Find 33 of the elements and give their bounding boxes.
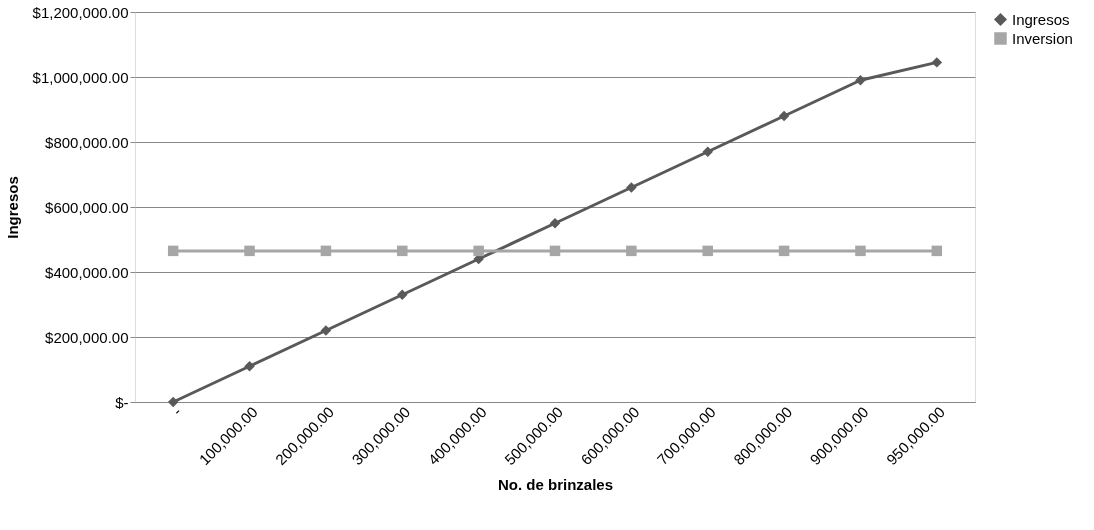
point [244,361,255,372]
point [626,182,637,193]
legend-label: Inversion [1012,29,1073,47]
y-tick-label: $800,000.00 [45,133,129,151]
point [931,57,943,68]
x-axis-title: No. de brinzales [497,476,614,494]
y-tick-label: $200,000.00 [45,328,129,346]
y-tick-label: $1,200,000.00 [32,3,129,21]
legend-label: Ingresos [1012,10,1070,28]
point [931,245,943,257]
point [855,245,866,257]
point [626,245,637,257]
point [473,245,484,257]
x-tick-label: - [168,403,185,419]
point [549,245,561,257]
point [320,245,332,257]
y-tick-label: $- [115,393,129,411]
point [167,245,179,257]
y-tick-label: $600,000.00 [45,198,129,216]
point [778,110,790,122]
y-axis-title: Ingresos [3,176,21,239]
point [397,245,408,257]
point [167,396,179,408]
point [549,218,561,229]
y-tick-label: $1,000,000.00 [32,68,129,86]
point [702,245,713,257]
point [397,289,408,300]
point [702,146,713,157]
point [320,325,332,336]
point [244,245,255,257]
point [855,75,866,86]
point [778,245,790,257]
y-tick-label: $400,000.00 [45,263,129,281]
